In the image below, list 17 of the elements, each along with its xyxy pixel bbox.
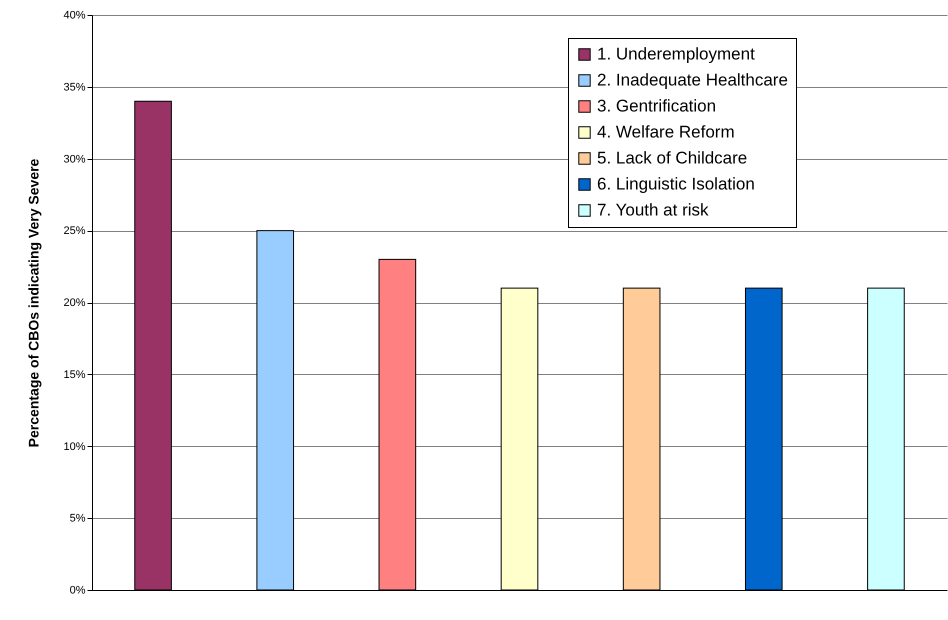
legend-label: 6. Linguistic Isolation bbox=[597, 174, 755, 194]
y-tick-label: 30% bbox=[63, 153, 86, 166]
y-tick-label: 5% bbox=[70, 512, 86, 525]
y-tick-label: 25% bbox=[63, 225, 86, 238]
y-tick-label: 0% bbox=[70, 584, 86, 596]
legend-label: 4. Welfare Reform bbox=[597, 122, 735, 142]
y-tick-label: 20% bbox=[63, 297, 86, 309]
legend-label: 3. Gentrification bbox=[597, 96, 716, 116]
legend-label: 1. Underemployment bbox=[597, 44, 756, 64]
legend-label: 7. Youth at risk bbox=[597, 200, 710, 220]
legend-label: 5. Lack of Childcare bbox=[597, 148, 748, 168]
y-tick-label: 10% bbox=[63, 440, 86, 453]
y-tick-label: 15% bbox=[63, 368, 86, 381]
y-tick-label: 40% bbox=[63, 10, 86, 22]
legend-label: 2. Inadequate Healthcare bbox=[597, 70, 788, 90]
y-axis-title: Percentage of CBOs indicating Very Severe bbox=[25, 158, 42, 448]
y-tick-label: 35% bbox=[63, 81, 86, 94]
